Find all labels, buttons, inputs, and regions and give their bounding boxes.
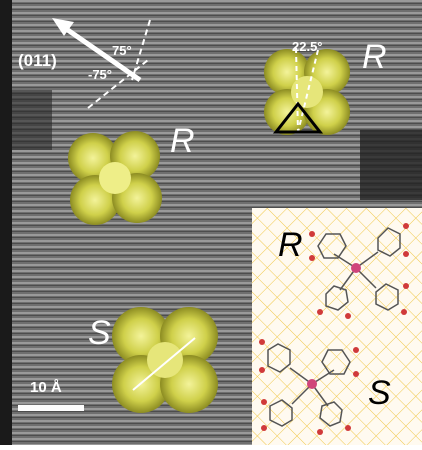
molecule-top-right (264, 49, 350, 135)
label-r-top-right: R (362, 38, 387, 76)
left-dark-edge (0, 0, 12, 445)
molecule-middle-left (68, 131, 162, 225)
angle-triangle-label: 22.5° (292, 39, 323, 54)
scale-bar-label: 10 Å (30, 379, 62, 396)
angle-lower: -75° (88, 67, 112, 82)
chemical-structure-inset (252, 208, 422, 445)
inset-molecule-s (259, 339, 359, 435)
molecule-bottom (112, 307, 218, 413)
dark-patch (12, 90, 52, 150)
scale-bar (18, 405, 84, 411)
direction-arrow (52, 18, 151, 109)
dark-region (360, 130, 422, 200)
angle-triangle (272, 47, 324, 134)
inset-label-s: S (368, 374, 391, 412)
label-s-bottom: S (88, 314, 111, 352)
inset-label-r: R (278, 226, 303, 264)
label-r-middle: R (170, 122, 195, 160)
direction-label: (011) (18, 51, 57, 70)
inset-molecule-r (309, 223, 409, 319)
angle-upper: 75° (112, 43, 132, 58)
